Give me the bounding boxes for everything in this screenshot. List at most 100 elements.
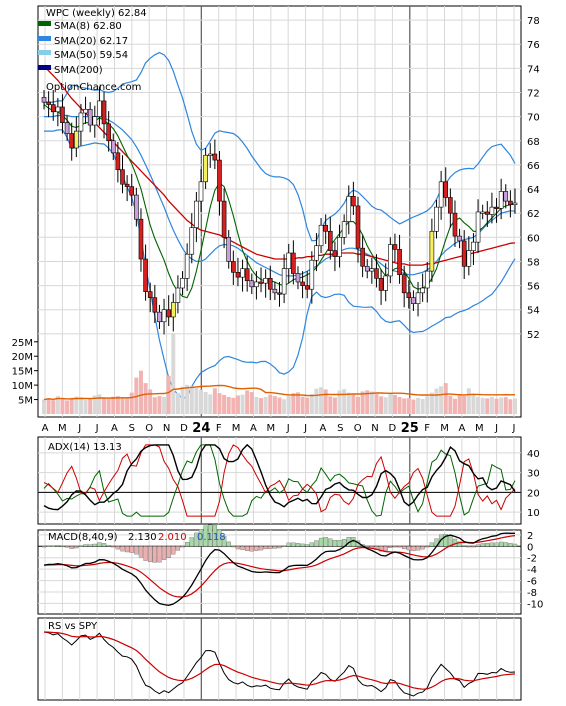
candle-body <box>46 101 51 105</box>
rs-average-line <box>43 631 516 690</box>
volume-bar <box>51 400 56 414</box>
macd-histogram-bar <box>92 543 97 547</box>
macd-histogram-bar <box>318 537 324 547</box>
macd-histogram-bar <box>402 546 407 550</box>
macd-histogram-bar <box>281 545 287 547</box>
candle-body <box>406 292 412 298</box>
macd-histogram-bar <box>295 543 301 547</box>
candle-body <box>434 206 439 232</box>
legend-swatch <box>38 50 51 55</box>
candle-body <box>448 197 453 214</box>
candle-body <box>364 265 370 272</box>
volume-bar <box>92 395 97 414</box>
macd-histogram-bar <box>240 546 245 550</box>
volume-bar <box>203 392 208 414</box>
candle-body <box>97 100 102 117</box>
volume-bar <box>452 398 457 414</box>
volume-bar <box>499 397 504 414</box>
month-label: A <box>111 423 118 434</box>
candle-body <box>452 212 458 237</box>
candle-body <box>277 292 282 295</box>
macd-histogram-bar <box>406 546 411 551</box>
volume-bar <box>383 397 388 414</box>
volume-bar <box>471 393 476 414</box>
candle-body <box>161 309 167 323</box>
volume-bar <box>88 398 93 414</box>
macd-histogram-bar <box>124 546 130 553</box>
candle-body <box>424 270 430 289</box>
sma20-line <box>44 114 516 277</box>
macd-histogram-bar <box>217 529 222 547</box>
macd-histogram-bar <box>286 542 291 547</box>
macd-histogram-bar <box>512 543 518 547</box>
macd-histogram-bar <box>425 546 430 548</box>
candle-body <box>235 272 241 278</box>
candle-body <box>170 302 176 318</box>
volume-bar <box>508 399 513 414</box>
panel-frame <box>37 5 522 418</box>
volume-bar <box>46 398 51 414</box>
candle-body <box>309 259 315 290</box>
macd-histogram-bar <box>452 538 458 547</box>
price-tick-label: 78 <box>527 16 540 27</box>
candle-body <box>378 278 384 291</box>
volume-bar <box>425 396 430 414</box>
candle-body <box>411 297 416 304</box>
macd-histogram-bar <box>194 532 199 547</box>
macd-histogram-bar <box>245 546 250 551</box>
macd-histogram-bar <box>374 546 379 551</box>
volume-bar <box>106 398 111 414</box>
sma50-line <box>43 65 516 266</box>
macd-histogram-bar <box>254 546 259 551</box>
macd-histogram-bar <box>69 546 74 549</box>
candle-body <box>64 122 70 134</box>
macd-histogram-bar <box>148 546 153 563</box>
macd-tick-label: 2 <box>527 531 533 542</box>
candle-body <box>147 291 153 298</box>
macd-histogram-bar <box>212 525 218 547</box>
macd-signal-line <box>43 535 516 598</box>
candle-body <box>392 244 398 250</box>
volume-bar <box>111 396 116 414</box>
macd-histogram-bar <box>189 537 194 547</box>
volume-bar <box>420 398 425 414</box>
macd-histogram-bar <box>365 546 370 548</box>
candle-body <box>383 275 389 291</box>
month-label: J <box>494 423 498 434</box>
macd-histogram-bar <box>60 545 65 548</box>
legend-sma8: SMA(8) 62.80 <box>54 21 122 32</box>
price-tick-label: 76 <box>527 40 540 51</box>
candle-body <box>194 200 199 228</box>
macd-tick-label: -10 <box>527 599 543 610</box>
adx-tick-label: 20 <box>527 488 540 499</box>
macd-histogram-bar <box>115 546 121 550</box>
candle-body <box>267 278 273 290</box>
macd-histogram-bar <box>171 546 176 555</box>
candle-body <box>401 274 407 294</box>
month-label: J <box>512 423 516 434</box>
volume-bar <box>249 392 254 414</box>
volume-bar <box>295 392 300 414</box>
volume-bar <box>513 398 517 414</box>
candle-body <box>374 268 379 279</box>
candle-body <box>134 194 139 220</box>
month-label: D <box>389 423 397 434</box>
macd-histogram-bar <box>106 544 111 547</box>
macd-histogram-bar <box>208 524 213 547</box>
price-tick-label: 52 <box>527 330 540 341</box>
macd-tick-label: -2 <box>527 554 537 565</box>
volume-bar <box>263 396 268 414</box>
price-tick-label: 74 <box>527 64 540 75</box>
volume-bar <box>503 397 508 414</box>
month-label: M <box>266 423 275 434</box>
macd-histogram-bar <box>166 546 171 558</box>
volume-bar <box>411 399 416 414</box>
macd-histogram-bar <box>78 545 84 548</box>
candle-body <box>461 240 467 267</box>
volume-bar <box>365 390 370 414</box>
volume-bar <box>351 394 356 414</box>
volume-tick-label: 5M <box>18 396 33 407</box>
volume-bar <box>245 390 250 414</box>
macd-histogram-bar <box>337 540 342 547</box>
